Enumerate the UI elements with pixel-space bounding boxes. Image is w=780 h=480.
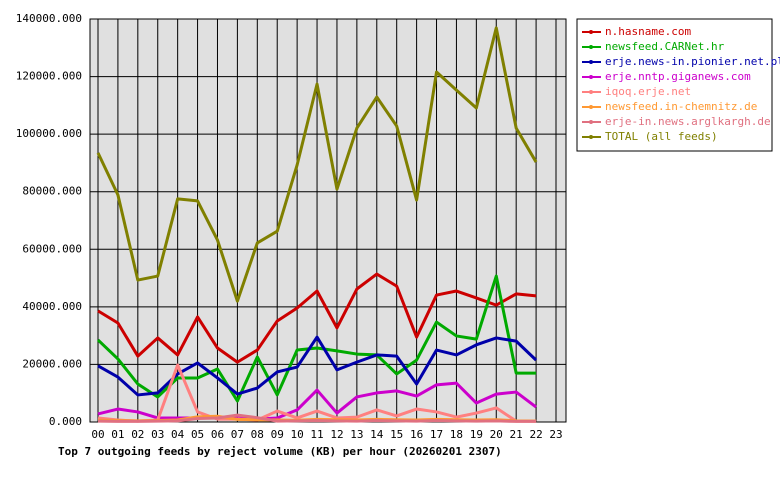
x-tick-label: 11	[310, 428, 323, 441]
x-tick-label: 20	[490, 428, 503, 441]
y-tick-label: 120000.000	[16, 70, 82, 83]
legend-marker	[589, 75, 593, 79]
legend-marker	[589, 105, 593, 109]
series-line	[97, 363, 537, 423]
x-tick-label: 08	[251, 428, 264, 441]
legend-box	[576, 18, 773, 152]
legend-label: TOTAL (all feeds)	[605, 130, 718, 143]
y-tick-label: 20000.000	[22, 357, 82, 370]
y-tick-label: 100000.000	[16, 127, 82, 140]
legend-marker	[589, 45, 593, 49]
y-tick-label: 80000.000	[22, 185, 82, 198]
series-line	[97, 381, 537, 421]
legend-label: erje.nntp.giganews.com	[605, 70, 751, 83]
y-tick-label: 0.000	[49, 415, 82, 428]
legend-label: newsfeed.in-chemnitz.de	[605, 100, 757, 113]
series-line	[97, 413, 537, 423]
x-tick-label: 03	[151, 428, 164, 441]
chart-title: Top 7 outgoing feeds by reject volume (K…	[58, 445, 502, 458]
x-tick-label: 00	[91, 428, 104, 441]
legend-marker	[589, 30, 593, 34]
x-tick-label: 10	[291, 428, 304, 441]
legend-label: erje.news-in.pionier.net.pl	[605, 55, 780, 68]
x-tick-label: 06	[211, 428, 224, 441]
legend-label: erje-in.news.arglkargh.de	[605, 115, 771, 128]
x-tick-label: 01	[111, 428, 124, 441]
x-tick-label: 14	[370, 428, 384, 441]
x-tick-label: 16	[410, 428, 423, 441]
plot-area	[89, 18, 567, 423]
x-tick-label: 04	[171, 428, 185, 441]
x-tick-label: 05	[191, 428, 204, 441]
series-line	[96, 26, 538, 303]
y-tick-label: 40000.000	[22, 300, 82, 313]
x-tick-label: 07	[231, 428, 244, 441]
x-tick-label: 12	[330, 428, 343, 441]
series-line	[97, 272, 537, 364]
y-tick-label: 140000.000	[16, 12, 82, 25]
x-tick-label: 13	[350, 428, 363, 441]
x-tick-label: 23	[549, 428, 562, 441]
x-tick-label: 17	[430, 428, 443, 441]
legend-label: n.hasname.com	[605, 25, 691, 38]
x-tick-label: 19	[470, 428, 483, 441]
x-tick-label: 21	[510, 428, 523, 441]
x-tick-label: 15	[390, 428, 403, 441]
legend-marker	[589, 135, 593, 139]
x-tick-label: 18	[450, 428, 463, 441]
x-tick-label: 09	[271, 428, 284, 441]
legend-label: iqoq.erje.net	[605, 85, 691, 98]
legend-marker	[589, 120, 593, 124]
legend-label: newsfeed.CARNet.hr	[605, 40, 725, 53]
x-tick-label: 02	[131, 428, 144, 441]
legend-marker	[589, 90, 593, 94]
y-tick-label: 60000.000	[22, 242, 82, 255]
legend-marker	[589, 60, 593, 64]
x-tick-label: 22	[529, 428, 542, 441]
